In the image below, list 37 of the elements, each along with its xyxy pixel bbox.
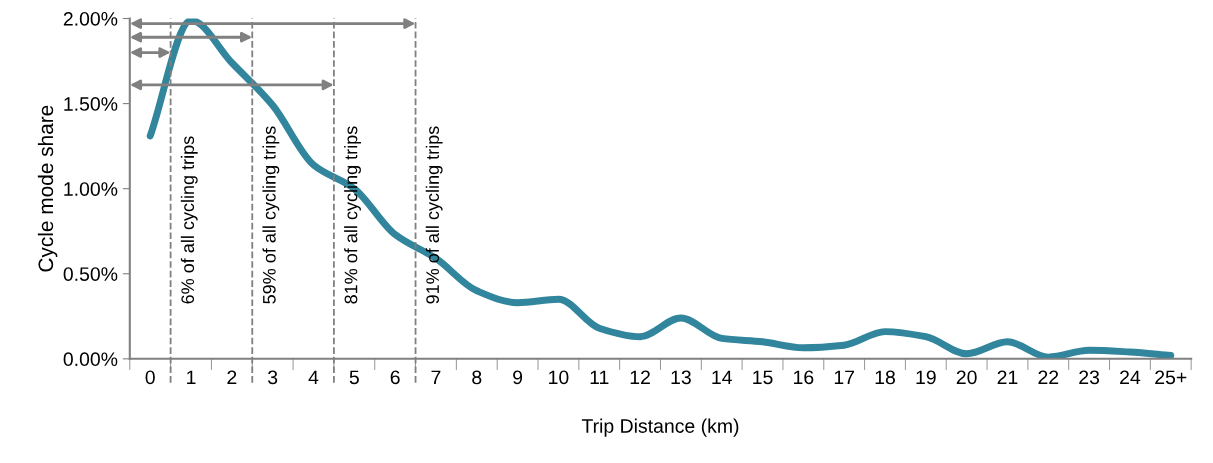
x-tick-label: 12 (630, 370, 650, 385)
annotation: 6% of all cycling trips (180, 136, 198, 304)
x-tick-label: 4 (308, 370, 319, 385)
x-tick-label: 0 (145, 370, 155, 385)
y-tick-label: 1.00% (64, 182, 118, 196)
y-tick-label: 2.00% (63, 11, 118, 26)
x-tick-label: 15 (753, 370, 773, 385)
x-tick-label: 8 (472, 370, 482, 385)
x-tick-label: 2 (227, 370, 237, 385)
x-tick-label: 14 (712, 370, 732, 385)
y-tick-label: 0.50% (63, 267, 118, 281)
y-axis-title: Cycle mode share (37, 105, 58, 272)
annotation: 59% of all cycling trips (262, 126, 280, 304)
x-tick-label: 19 (916, 370, 936, 385)
annotation: 81% of all cycling trips (344, 126, 361, 304)
x-tick-label: 24 (1120, 370, 1141, 385)
x-tick-label: 7 (431, 370, 441, 385)
x-tick-label: 9 (513, 370, 523, 385)
x-tick-label: 16 (794, 370, 814, 385)
y-tick-label: 1.50% (64, 97, 118, 111)
x-tick-label: 18 (875, 370, 895, 385)
x-tick-label: 20 (956, 370, 977, 385)
x-tick-label: 21 (997, 370, 1018, 385)
x-tick-label: 11 (590, 370, 609, 385)
x-tick-label: 17 (834, 370, 855, 385)
x-tick-label: 3 (268, 370, 278, 385)
x-tick-label: 13 (671, 370, 691, 385)
y-tick-label: 0.00% (63, 352, 118, 367)
x-tick-label: 25+ (1155, 370, 1187, 385)
x-tick-label: 23 (1079, 370, 1100, 385)
annotation: 91% of all cycling trips (425, 126, 443, 304)
x-axis-title: Trip Distance (km) (581, 418, 739, 437)
x-tick-label: 5 (349, 370, 359, 385)
x-tick-label: 6 (390, 370, 400, 385)
x-tick-label: 10 (549, 370, 569, 385)
x-tick-label: 1 (187, 370, 196, 385)
x-tick-label: 22 (1038, 370, 1059, 385)
